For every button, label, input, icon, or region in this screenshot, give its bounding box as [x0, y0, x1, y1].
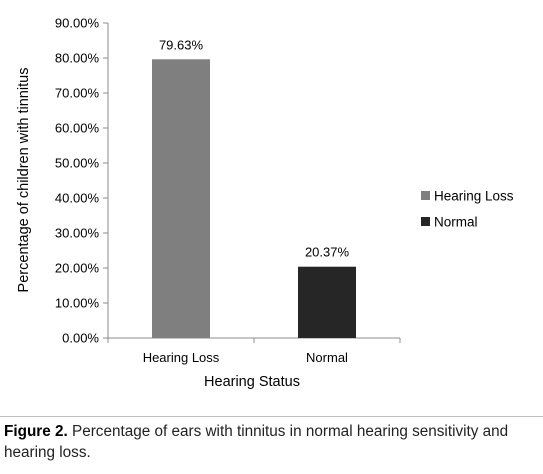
y-tick-label: 50.00%	[55, 156, 100, 171]
plot-area: 0.00% 10.00% 20.00% 30.00% 40.00% 50.00% 60.00…	[55, 16, 401, 365]
legend-swatch	[421, 191, 430, 200]
y-tick-label: 70.00%	[55, 86, 100, 101]
y-tick-label: 30.00%	[55, 226, 100, 241]
y-tick-label: 80.00%	[55, 51, 100, 66]
y-tick-label: 20.00%	[55, 261, 100, 276]
bar-chart: 0.00% 10.00% 20.00% 30.00% 40.00% 50.00% 60.00…	[16, 16, 514, 391]
legend-swatch	[421, 217, 430, 226]
figure-caption: Figure 2. Percentage of ears with tinnit…	[4, 421, 542, 463]
caption-text: Percentage of ears with tinnitus in norm…	[4, 423, 509, 461]
x-tick-label: Normal	[306, 350, 348, 365]
y-tick-label: 40.00%	[55, 191, 100, 206]
data-label: 79.63%	[159, 37, 204, 52]
x-axis-title: Hearing Status	[204, 374, 300, 390]
y-axis-title: Percentage of children with tinnitus	[16, 68, 32, 293]
y-tick-label: 0.00%	[62, 331, 99, 346]
data-label: 20.37%	[305, 245, 350, 260]
y-tick-label: 10.00%	[55, 296, 100, 311]
y-tick-label: 90.00%	[55, 16, 100, 31]
x-tick-label: Hearing Loss	[143, 350, 220, 365]
figure-label: Figure 2.	[4, 423, 68, 440]
legend-label: Hearing Loss	[434, 189, 514, 204]
legend-label: Normal	[434, 215, 478, 230]
caption-divider	[0, 416, 543, 417]
legend: Hearing Loss Normal	[421, 189, 514, 230]
bar	[298, 266, 356, 338]
bar	[152, 59, 210, 339]
y-tick-label: 60.00%	[55, 121, 100, 136]
